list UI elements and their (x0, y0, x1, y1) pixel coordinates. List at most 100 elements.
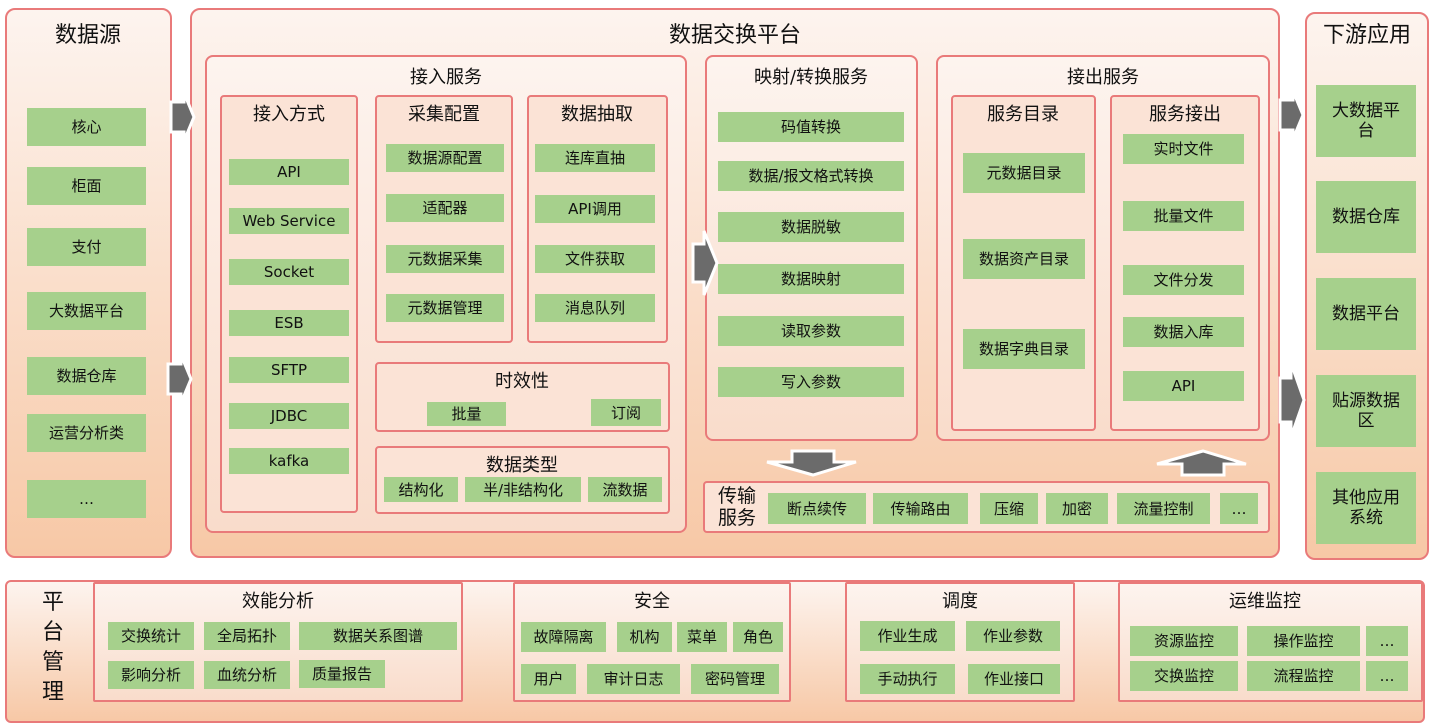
extract-item: 消息队列 (535, 294, 655, 322)
access-method-item: Socket (229, 259, 349, 285)
scheduling-item: 作业参数 (966, 621, 1060, 651)
service-egress-item: 文件分发 (1123, 265, 1244, 295)
arrow-right-icon (691, 230, 719, 296)
transport-item: 加密 (1046, 493, 1108, 524)
performance-item: 影响分析 (108, 661, 194, 689)
transport-service-title: 传输服务 (717, 485, 756, 529)
platform-management-title: 平台管理 (41, 590, 64, 705)
access-method-title: 接入方式 (253, 104, 325, 125)
security-item: 菜单 (677, 622, 727, 652)
downstream-item: 贴源数据区 (1316, 375, 1416, 447)
data-source-title: 数据源 (54, 23, 122, 48)
transport-item: … (1220, 493, 1258, 524)
extract-item: 连库直抽 (535, 144, 655, 172)
security-item: 密码管理 (691, 664, 779, 694)
mapping-item: 写入参数 (718, 367, 904, 397)
timeliness-item: 批量 (427, 402, 506, 426)
scheduling-item: 作业生成 (860, 621, 955, 651)
performance-item: 血统分析 (204, 661, 290, 689)
arrow-right-icon (166, 354, 193, 404)
service-catalog-title: 服务目录 (987, 104, 1059, 125)
data-source-item: 支付 (27, 228, 146, 266)
scheduling-item: 作业接口 (968, 664, 1060, 694)
downstream-title: 下游应用 (1322, 23, 1412, 48)
service-catalog-item: 元数据目录 (963, 153, 1085, 193)
service-catalog-item: 数据资产目录 (963, 239, 1085, 279)
security-item: 审计日志 (587, 664, 680, 694)
service-egress-item: 实时文件 (1123, 134, 1244, 164)
scheduling-item: 手动执行 (860, 664, 955, 694)
arrow-up-icon (1156, 449, 1247, 477)
data-type-item: 流数据 (588, 477, 662, 502)
data-source-item: 运营分析类 (27, 414, 146, 452)
data-source-item: 大数据平台 (27, 292, 146, 330)
data-source-panel (5, 8, 172, 558)
monitoring-item: 流程监控 (1247, 661, 1360, 691)
monitoring-item: … (1366, 626, 1408, 656)
timeliness-item: 订阅 (591, 399, 661, 426)
timeliness-title: 时效性 (495, 371, 549, 392)
collect-config-item: 元数据管理 (386, 294, 504, 322)
collect-config-item: 元数据采集 (386, 245, 504, 273)
ingest-service-title: 接入服务 (410, 67, 482, 88)
extract-item: API调用 (535, 195, 655, 223)
data-source-item: 柜面 (27, 167, 146, 205)
access-method-item: SFTP (229, 357, 349, 383)
collect-config-item: 适配器 (386, 194, 504, 222)
access-method-item: kafka (229, 448, 349, 474)
data-source-item: 数据仓库 (27, 357, 146, 395)
mapping-item: 码值转换 (718, 112, 904, 142)
service-egress-item: API (1123, 371, 1244, 401)
arrow-right-icon (1278, 362, 1306, 438)
output-service-title: 接出服务 (1067, 67, 1139, 88)
arrow-down-icon (766, 449, 857, 477)
access-method-item: Web Service (229, 208, 349, 234)
performance-item: 交换统计 (108, 622, 194, 650)
monitoring-item: 资源监控 (1130, 626, 1238, 656)
arrow-right-icon (169, 92, 196, 142)
service-egress-item: 数据入库 (1123, 317, 1244, 347)
access-method-item: ESB (229, 310, 349, 336)
collect-config-title: 采集配置 (408, 104, 480, 125)
performance-item: 数据关系图谱 (299, 622, 457, 650)
transport-item: 断点续传 (768, 493, 866, 524)
collect-config-item: 数据源配置 (386, 144, 504, 172)
downstream-item: 其他应用系统 (1316, 472, 1416, 544)
extract-item: 文件获取 (535, 245, 655, 273)
monitoring-item: 交换监控 (1130, 661, 1238, 691)
security-title: 安全 (634, 591, 670, 612)
mapping-item: 数据/报文格式转换 (718, 161, 904, 191)
service-catalog-item: 数据字典目录 (963, 329, 1085, 369)
downstream-item: 数据仓库 (1316, 181, 1416, 253)
monitoring-title: 运维监控 (1229, 591, 1301, 612)
arrow-right-icon (1278, 90, 1305, 140)
security-item: 用户 (521, 664, 576, 694)
security-item: 角色 (733, 622, 783, 652)
exchange-platform-title: 数据交换平台 (668, 23, 802, 48)
mapping-item: 数据脱敏 (718, 212, 904, 242)
downstream-item: 数据平台 (1316, 278, 1416, 350)
security-item: 机构 (617, 622, 672, 652)
service-egress-item: 批量文件 (1123, 201, 1244, 231)
scheduling-title: 调度 (942, 591, 978, 612)
data-type-title: 数据类型 (486, 455, 558, 476)
data-type-item: 结构化 (384, 477, 458, 502)
performance-item: 质量报告 (299, 660, 385, 688)
downstream-item: 大数据平台 (1316, 85, 1416, 157)
mapping-service-title: 映射/转换服务 (753, 67, 869, 88)
access-method-item: API (229, 159, 349, 185)
mapping-item: 读取参数 (718, 316, 904, 346)
transport-item: 传输路由 (873, 493, 968, 524)
performance-title: 效能分析 (242, 591, 314, 612)
access-method-item: JDBC (229, 403, 349, 429)
transport-item: 压缩 (980, 493, 1038, 524)
extract-title: 数据抽取 (561, 104, 633, 125)
performance-item: 全局拓扑 (204, 622, 290, 650)
monitoring-item: … (1366, 661, 1408, 691)
data-source-item: … (27, 480, 146, 518)
transport-item: 流量控制 (1117, 493, 1210, 524)
data-source-item: 核心 (27, 108, 146, 146)
mapping-item: 数据映射 (718, 264, 904, 294)
data-type-item: 半/非结构化 (465, 477, 581, 502)
security-item: 故障隔离 (521, 622, 606, 652)
